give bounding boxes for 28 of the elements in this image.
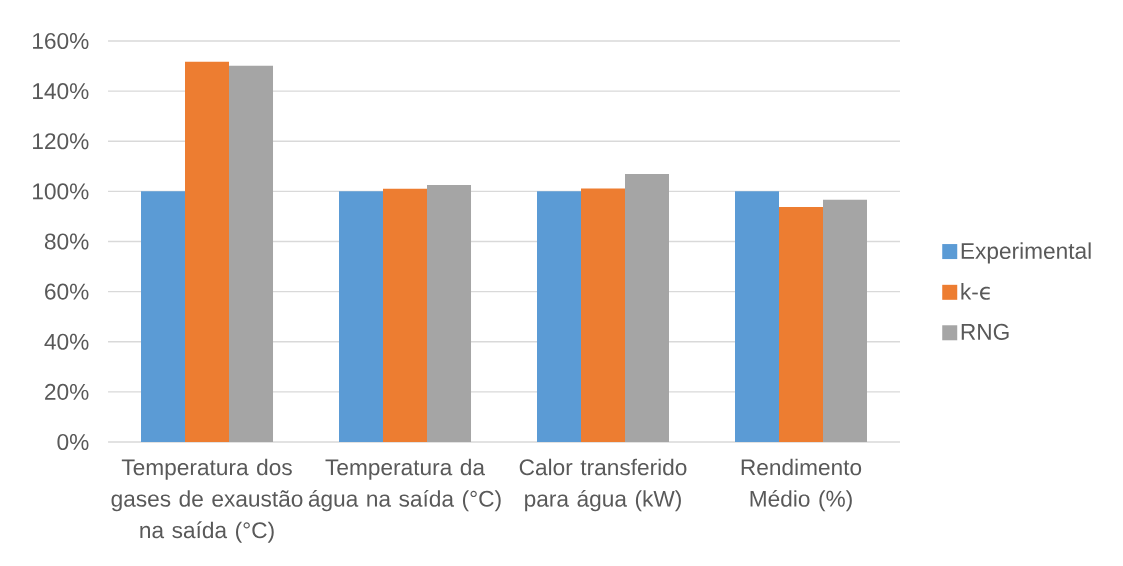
bar <box>779 206 823 442</box>
y-tick-label: 60% <box>45 283 89 300</box>
bar <box>735 191 779 442</box>
bar <box>339 191 384 442</box>
x-tick-label: Rendimento Médio (%) <box>741 458 862 512</box>
y-tick-label: 40% <box>44 333 89 350</box>
y-tick-label: 0% <box>57 433 89 451</box>
bar <box>427 185 472 442</box>
y-tick-label: 160% <box>33 32 89 50</box>
bar <box>229 65 274 442</box>
bar <box>823 199 867 442</box>
y-tick-label: 20% <box>45 383 89 400</box>
legend-label: RNG <box>961 323 1009 340</box>
bar <box>383 188 428 442</box>
x-tick-label: Temperatura dos gases de exaustão na saída (°C) <box>111 458 303 543</box>
y-tick-label: 120% <box>33 133 89 150</box>
bar <box>625 174 669 442</box>
legend-label: Experimental <box>961 242 1091 264</box>
bar <box>141 191 186 442</box>
legend-label: k-ϵ <box>961 283 990 300</box>
bar <box>537 191 582 442</box>
x-tick-label: Temperatura da água na saída (°C) <box>308 458 501 512</box>
x-tick-label: Calor transferido para água (kW) <box>519 458 687 512</box>
y-tick-label: 80% <box>44 233 89 250</box>
bar <box>581 188 625 442</box>
y-tick-label: 140% <box>33 83 89 100</box>
bar <box>185 61 230 442</box>
y-tick-label: 100% <box>33 183 89 200</box>
